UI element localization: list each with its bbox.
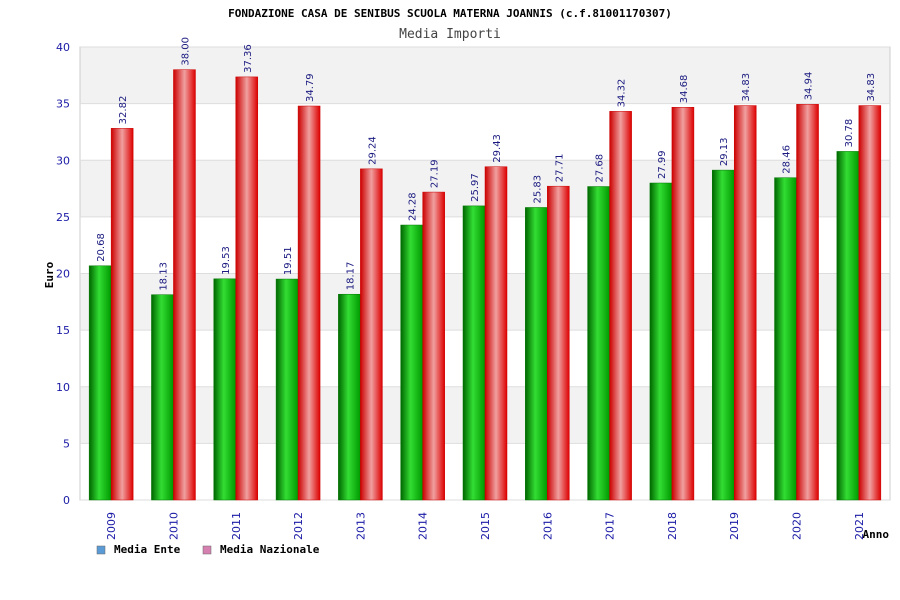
y-axis-ticks: 0 5 10 15 20 25 30 35 40 (56, 41, 70, 507)
bar-media-nazionale (484, 166, 508, 501)
data-label: 29.13 (719, 137, 730, 166)
bar-media-nazionale (297, 105, 321, 501)
x-tick-label: 2020 (791, 512, 804, 540)
bar-media-nazionale (360, 168, 383, 501)
x-tick-label: 2014 (417, 512, 430, 540)
x-tick-label: 2013 (354, 512, 367, 540)
y-tick-label: 20 (56, 268, 70, 281)
y-tick-label: 15 (56, 324, 70, 337)
data-label: 27.19 (430, 159, 441, 188)
bar-media-ente (213, 278, 237, 501)
data-label: 34.32 (617, 79, 628, 108)
bar-media-ente (587, 186, 610, 501)
data-label: 38.00 (180, 37, 191, 66)
x-tick-label: 2017 (604, 512, 617, 540)
data-label: 29.24 (367, 136, 378, 165)
bar-media-ente (338, 293, 361, 501)
data-label: 30.78 (844, 119, 855, 148)
bar-media-nazionale (173, 69, 196, 501)
plot-band (80, 103, 890, 161)
y-tick-label: 30 (56, 154, 70, 167)
data-label: 28.46 (782, 145, 793, 174)
bar-media-nazionale (235, 76, 259, 501)
x-tick-label: 2010 (167, 512, 180, 540)
bar-media-ente (88, 265, 112, 501)
bar-media-ente (525, 207, 548, 501)
bar-media-nazionale (547, 185, 570, 501)
bar-media-nazionale (110, 128, 134, 501)
x-tick-label: 2009 (105, 512, 118, 540)
data-label: 18.17 (345, 262, 356, 291)
legend-swatch-media-ente (96, 545, 106, 555)
data-labels: 20.68 32.82 18.13 38.00 19.53 37.36 19.51 34.79… (96, 37, 877, 291)
legend-swatch-media-nazionale (202, 545, 212, 555)
bar-media-nazionale (733, 105, 757, 501)
data-label: 25.97 (470, 173, 481, 202)
bar-media-ente (649, 182, 673, 501)
x-tick-label: 2012 (292, 512, 305, 540)
data-label: 20.68 (96, 233, 107, 262)
data-label: 34.83 (741, 73, 752, 102)
chart-subtitle: Media Importi (399, 27, 501, 42)
y-tick-label: 5 (63, 437, 70, 450)
bars (88, 69, 882, 501)
y-axis-label: Euro (43, 261, 56, 288)
data-label: 18.13 (158, 262, 169, 291)
data-label: 25.83 (532, 175, 543, 204)
chart-title: FONDAZIONE CASA DE SENIBUS SCUOLA MATERN… (228, 7, 672, 20)
data-label: 34.68 (679, 75, 690, 104)
data-label: 34.79 (305, 73, 316, 102)
legend-label-media-nazionale: Media Nazionale (220, 543, 320, 556)
data-label: 19.53 (221, 246, 232, 275)
data-label: 34.94 (804, 72, 815, 101)
y-tick-label: 35 (56, 98, 70, 111)
bar-media-ente (462, 205, 486, 501)
bar-media-nazionale (422, 191, 445, 501)
y-tick-label: 40 (56, 41, 70, 54)
data-label: 27.71 (554, 154, 565, 183)
x-tick-label: 2019 (728, 512, 741, 540)
y-tick-label: 25 (56, 211, 70, 224)
x-tick-label: 2015 (479, 512, 492, 540)
data-label: 27.68 (595, 154, 606, 183)
x-tick-label: 2018 (666, 512, 679, 540)
bar-media-nazionale (858, 105, 882, 501)
x-axis-label: Anno (863, 528, 890, 541)
x-tick-label: 2021 (853, 512, 866, 540)
bar-media-ente (711, 169, 735, 501)
data-label: 19.51 (283, 246, 294, 275)
y-tick-label: 10 (56, 381, 70, 394)
bar-media-ente (400, 224, 423, 501)
data-label: 37.36 (243, 44, 254, 73)
legend: Media Ente Media Nazionale (96, 543, 320, 556)
bar-media-nazionale (609, 111, 632, 501)
data-label: 24.28 (408, 192, 419, 221)
data-label: 29.43 (492, 134, 503, 163)
legend-label-media-ente: Media Ente (114, 543, 181, 556)
bar-media-ente (836, 151, 860, 501)
x-tick-label: 2016 (541, 512, 554, 540)
data-label: 34.83 (866, 73, 877, 102)
x-tick-label: 2011 (230, 512, 243, 540)
bar-media-nazionale (796, 104, 819, 501)
y-tick-label: 0 (63, 494, 70, 507)
data-label: 27.99 (657, 150, 668, 179)
bar-media-ente (275, 278, 299, 501)
bar-media-ente (151, 294, 174, 501)
data-label: 32.82 (118, 96, 129, 125)
x-axis-ticks: 2009 2010 2011 2012 2013 2014 2015 2016 2017 2018… (105, 512, 866, 540)
bar-media-ente (774, 177, 797, 501)
plot-band (80, 47, 890, 104)
bar-media-nazionale (671, 106, 695, 501)
